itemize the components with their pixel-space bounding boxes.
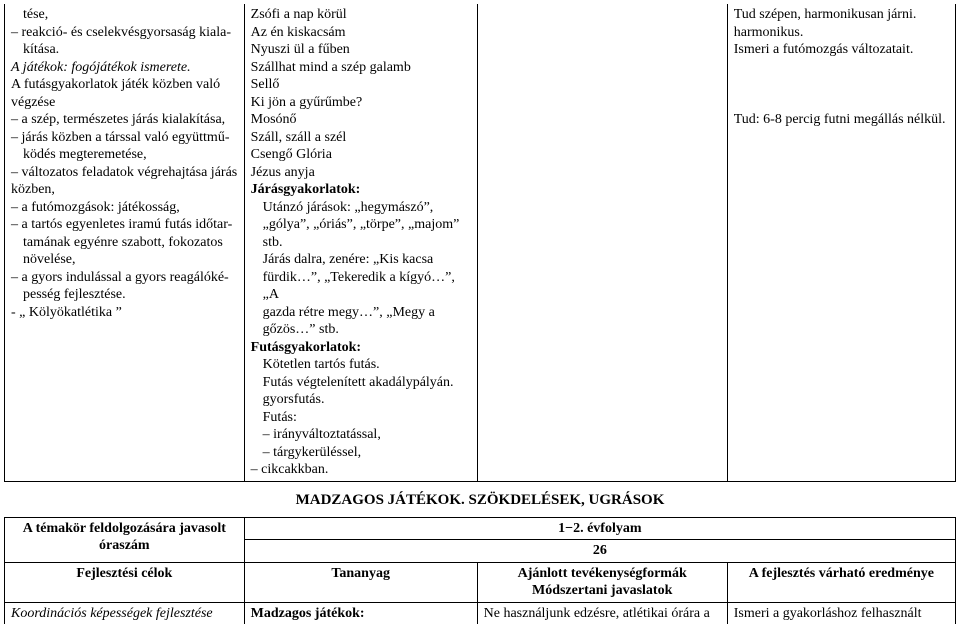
text-line xyxy=(734,94,949,112)
t2-h-material: Tananyag xyxy=(244,562,477,602)
text-line: Szállhat mind a szép galamb xyxy=(251,59,471,77)
t1-col4: Tud szépen, harmonikusan járni.harmoniku… xyxy=(727,4,955,481)
text-line: – járás közben a társsal való együttmű- xyxy=(11,129,238,147)
text-line: tamának egyénre szabott, fokozatos növel… xyxy=(11,234,238,269)
t2-r4c3: Ne használjunk edzésre, atlétikai órára … xyxy=(477,602,727,624)
t2-h-methods-a: Ajánlott tevékenységformák xyxy=(518,566,687,581)
t2-r4c4: Ismeri a gyakorláshoz felhasznált xyxy=(727,602,955,624)
text-line: – a szép, természetes járás kialakítása, xyxy=(11,111,238,129)
text-line: Futás: xyxy=(251,409,471,427)
t2-r4c2: Madzagos játékok: xyxy=(244,602,477,624)
text-line: Az én kiskacsám xyxy=(251,24,471,42)
t2-grade: 1−2. évfolyam xyxy=(244,517,955,540)
text-line: Futás végtelenített akadálypályán. xyxy=(251,374,471,392)
t2-h-goals: Fejlesztési célok xyxy=(5,562,245,602)
text-line: – tárgykerüléssel, xyxy=(251,444,471,462)
text-line: Sellő xyxy=(251,76,471,94)
text-line: A játékok: fogójátékok ismerete. xyxy=(11,59,238,77)
text-line: Kötetlen tartós futás. xyxy=(251,356,471,374)
t2-h-methods: Ajánlott tevékenységformák Módszertani j… xyxy=(477,562,727,602)
text-line: Ki jön a gyűrűmbe? xyxy=(251,94,471,112)
text-line: stb. xyxy=(251,234,471,252)
text-line: gazda rétre megy…”, „Megy a xyxy=(251,304,471,322)
text-line: Mosónő xyxy=(251,111,471,129)
text-line xyxy=(734,59,949,77)
text-line: – a gyors indulással a gyors reagálóké- xyxy=(11,269,238,287)
t1-col1: tése,– reakció- és cselekvésgyorsaság ki… xyxy=(5,4,245,481)
text-line: Zsófi a nap körül xyxy=(251,6,471,24)
section-title: MADZAGOS JÁTÉKOK. SZÖKDELÉSEK, UGRÁSOK xyxy=(4,482,956,517)
t2-hours-value: 26 xyxy=(244,540,955,563)
t1-col2: Zsófi a nap körülAz én kiskacsámNyuszi ü… xyxy=(244,4,477,481)
text-line: Tud szépen, harmonikusan járni. xyxy=(734,6,949,24)
text-line: tése, xyxy=(11,6,238,24)
content-table-2: A témakör feldolgozására javasolt óraszá… xyxy=(4,517,956,625)
content-table-1: tése,– reakció- és cselekvésgyorsaság ki… xyxy=(4,4,956,482)
text-line: harmonikus. xyxy=(734,24,949,42)
text-line: – a futómozgások: játékosság, xyxy=(11,199,238,217)
text-line: gyorsfutás. xyxy=(251,391,471,409)
text-line: gőzös…” stb. xyxy=(251,321,471,339)
text-line: Járásgyakorlatok: xyxy=(251,181,471,199)
text-line: Járás dalra, zenére: „Kis kacsa xyxy=(251,251,471,269)
text-line: – irányváltoztatással, xyxy=(251,426,471,444)
text-line: Csengő Glória xyxy=(251,146,471,164)
text-line: Tud: 6-8 percig futni megállás nélkül. xyxy=(734,111,949,129)
t2-h-result: A fejlesztés várható eredménye xyxy=(727,562,955,602)
text-line: A futásgyakorlatok játék közben való vég… xyxy=(11,76,238,111)
t2-r4c1: Koordinációs képességek fejlesztése xyxy=(5,602,245,624)
text-line: – cikcakkban. xyxy=(251,461,471,479)
text-line: Nyuszi ül a fűben xyxy=(251,41,471,59)
text-line: Futásgyakorlatok: xyxy=(251,339,471,357)
text-line: Jézus anyja xyxy=(251,164,471,182)
text-line: – változatos feladatok végrehajtása járá… xyxy=(11,164,238,199)
text-line: kítása. xyxy=(11,41,238,59)
text-line: - „ Kölyökatlétika ” xyxy=(11,304,238,322)
text-line: Ismeri a futómozgás változatait. xyxy=(734,41,949,59)
text-line: – a tartós egyenletes iramú futás időtar… xyxy=(11,216,238,234)
text-line xyxy=(734,76,949,94)
t2-h-methods-b: Módszertani javaslatok xyxy=(532,583,672,598)
text-line: pesség fejlesztése. xyxy=(11,286,238,304)
text-line: Utánzó járások: „hegymászó”, xyxy=(251,199,471,217)
text-line: ködés megteremetése, xyxy=(11,146,238,164)
text-line: Száll, száll a szél xyxy=(251,129,471,147)
text-line: fürdik…”, „Tekeredik a kígyó…”, „A xyxy=(251,269,471,304)
text-line: – reakció- és cselekvésgyorsaság kiala- xyxy=(11,24,238,42)
t1-col3 xyxy=(477,4,727,481)
t2-header-hours: A témakör feldolgozására javasolt óraszá… xyxy=(5,517,245,562)
text-line: „gólya”, „óriás”, „törpe”, „majom” xyxy=(251,216,471,234)
